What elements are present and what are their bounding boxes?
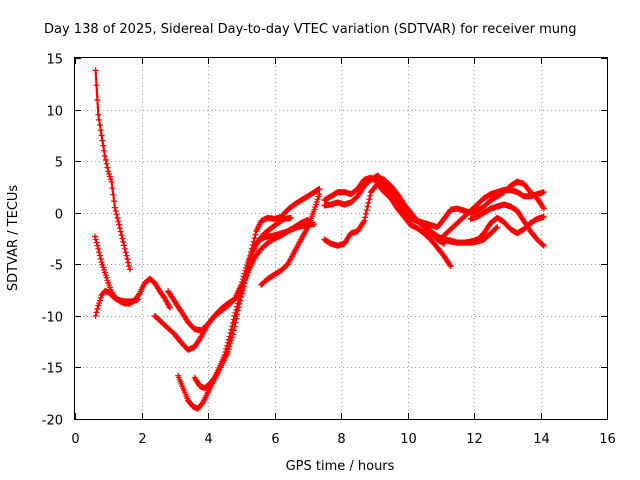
y-tick-label: 15 [46, 53, 63, 68]
series-4 [165, 186, 323, 334]
x-axis-ticks: 0 2 4 6 8 10 12 14 16 [71, 58, 616, 447]
x-tick-label: 4 [204, 432, 212, 447]
x-tick-label: 0 [71, 432, 79, 447]
series-1 [92, 67, 133, 273]
x-tick-label: 16 [599, 432, 616, 447]
grid-lines [75, 58, 607, 419]
y-tick-label: -20 [42, 414, 63, 429]
series-3-markers [92, 288, 142, 319]
series-7 [191, 216, 311, 392]
data-series [92, 67, 547, 412]
series-4-markers [165, 186, 323, 334]
series-8-markers [258, 191, 323, 288]
series-12 [367, 174, 547, 246]
series-15-markers [467, 201, 547, 249]
y-tick-label: -5 [50, 259, 63, 274]
y-tick-label: -10 [42, 311, 63, 326]
series-14 [441, 187, 547, 239]
y-axis-label: SDTVAR / TECUs [6, 185, 21, 292]
x-axis-label: GPS time / hours [286, 459, 395, 474]
x-tick-label: 2 [138, 432, 146, 447]
x-tick-label: 14 [533, 432, 550, 447]
x-tick-label: 10 [400, 432, 417, 447]
y-tick-label: -15 [42, 362, 63, 377]
series-4-line [167, 187, 321, 332]
series-14-markers [441, 187, 547, 239]
series-15 [467, 201, 547, 249]
y-tick-label: 10 [46, 105, 63, 120]
series-8 [258, 191, 323, 288]
y-tick-label: 0 [55, 208, 63, 223]
series-3 [92, 288, 142, 319]
series-13 [407, 178, 547, 231]
x-tick-label: 6 [271, 432, 279, 447]
series-5 [151, 221, 318, 353]
series-1-markers [92, 67, 133, 273]
plot-frame [74, 57, 608, 420]
x-tick-label: 8 [337, 432, 345, 447]
x-tick-label: 12 [466, 432, 483, 447]
series-12-markers [367, 174, 547, 246]
series-1-line [94, 69, 131, 271]
y-axis-ticks: 15 10 5 0 -5 -10 -15 -20 [42, 53, 607, 429]
chart-title: Day 138 of 2025, Sidereal Day-to-day VTE… [44, 22, 577, 37]
series-5-markers [151, 221, 318, 353]
y-tick-label: 5 [55, 156, 63, 171]
series-7-markers [191, 216, 311, 392]
